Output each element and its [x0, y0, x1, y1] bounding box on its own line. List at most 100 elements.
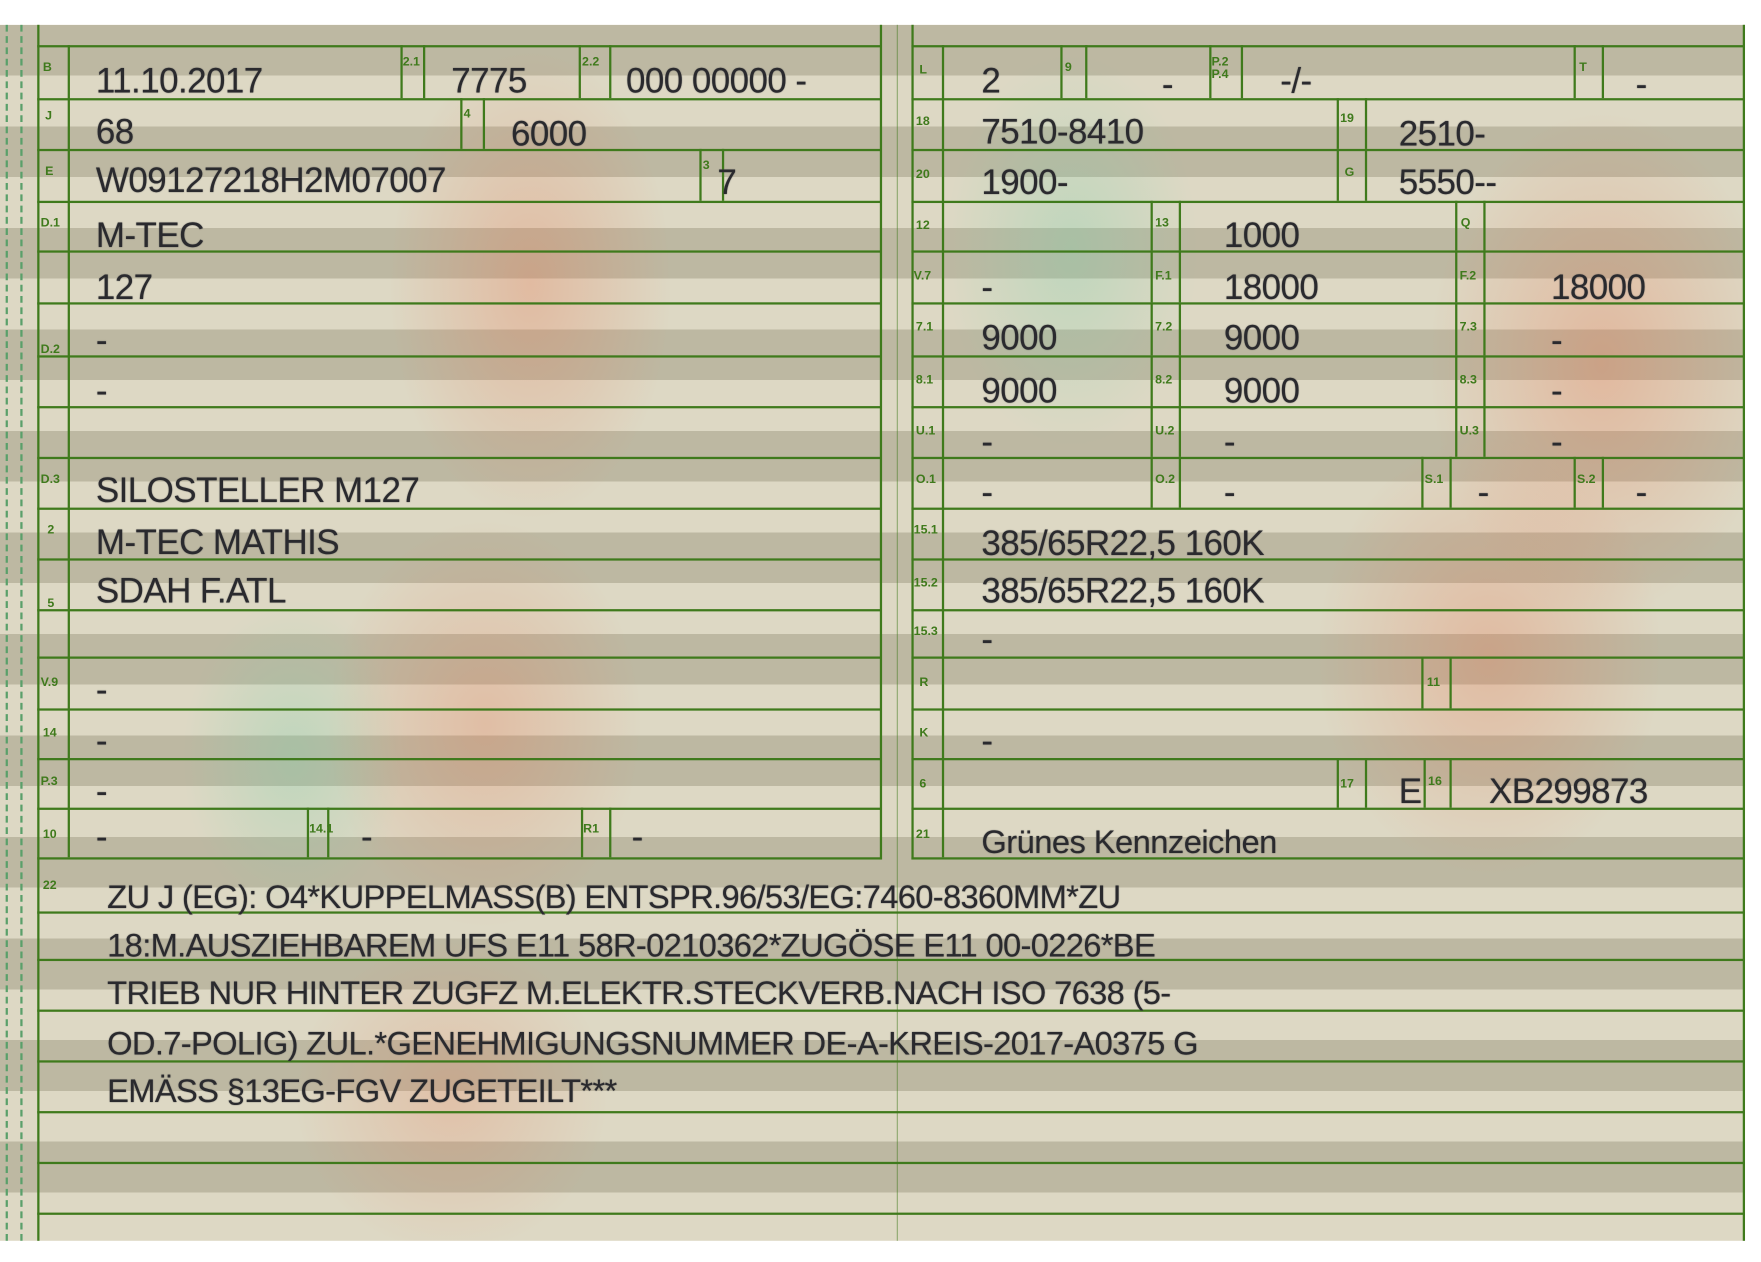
- grid-line: [911, 708, 1744, 711]
- field-value: 1000: [1223, 215, 1300, 255]
- field-value: 385/65R22,5 160K: [981, 523, 1264, 563]
- field-code-label: D.3: [40, 472, 60, 487]
- field-value: -: [981, 421, 993, 462]
- field-box-divider: [423, 45, 426, 99]
- grid-line: [37, 302, 881, 305]
- field-box-divider: [1364, 758, 1368, 808]
- field-box-divider: [1455, 355, 1458, 407]
- field-code-label: 8.3: [1459, 373, 1477, 387]
- field-value: -: [1223, 472, 1236, 513]
- field-code-label: Q: [1460, 216, 1471, 231]
- grid-line: [911, 857, 1744, 860]
- field-box-divider: [1240, 45, 1244, 99]
- field-value: -: [981, 267, 993, 307]
- grid-line: [37, 911, 1744, 914]
- field-code-label: T: [1579, 60, 1587, 75]
- grid-line: [1742, 24, 1746, 1241]
- grid-line: [37, 456, 881, 460]
- field-code-label: 3: [702, 159, 710, 173]
- field-code-label: F.2: [1459, 269, 1477, 284]
- field-code-label: P.3: [40, 774, 58, 789]
- field-value: -: [631, 816, 644, 857]
- grid-line: [37, 558, 881, 561]
- field-box-divider: [580, 807, 584, 858]
- field-code-label: S.1: [1424, 472, 1444, 487]
- field-code-label: D.1: [40, 216, 60, 231]
- field-value: 2510-: [1398, 113, 1486, 154]
- field-value: -: [1551, 320, 1563, 360]
- field-code-label: 15.1: [913, 523, 938, 537]
- grid-line: [37, 656, 881, 659]
- field-code-label: 9: [1064, 60, 1072, 75]
- grid-line: [911, 507, 1744, 510]
- field-value: -: [981, 720, 993, 761]
- field-box-divider: [1601, 45, 1605, 99]
- grid-line: [37, 807, 881, 810]
- field-box-divider: [1060, 45, 1063, 99]
- grid-line: [37, 148, 881, 152]
- grid-line: [911, 302, 1744, 305]
- field-box-divider: [1483, 200, 1486, 251]
- field-code-label: 12: [915, 218, 930, 233]
- grid-line: [911, 656, 1744, 659]
- field-value: 9000: [1223, 318, 1300, 358]
- remarks-code-label: 22: [42, 878, 57, 893]
- field-box-divider: [1336, 98, 1339, 149]
- field-value: -: [95, 816, 108, 857]
- field-box-divider: [1336, 758, 1339, 808]
- grid-line: [941, 45, 945, 858]
- grid-line: [911, 355, 1744, 358]
- grid-line: [911, 456, 1744, 460]
- grid-line: [911, 558, 1744, 561]
- grid-line: [911, 98, 1744, 101]
- field-code-label: D.2: [40, 342, 60, 357]
- field-box-divider: [1178, 406, 1182, 457]
- field-value: 9000: [981, 318, 1057, 358]
- field-code-label: 6: [919, 777, 927, 791]
- field-box-divider: [1483, 355, 1486, 407]
- field-code-label: 7.1: [915, 320, 934, 334]
- field-code-label: J: [45, 109, 53, 123]
- field-code-label: 20: [915, 168, 930, 182]
- grid-line: [37, 1009, 1744, 1012]
- field-box-divider: [1178, 200, 1182, 251]
- field-box-divider: [1573, 456, 1576, 508]
- grid-line: [911, 250, 1744, 253]
- remarks-line: 18:M.AUSZIEHBAREM UFS E11 58R-0210362*ZU…: [107, 928, 1156, 965]
- field-value: -: [95, 371, 108, 411]
- grid-line: [37, 1212, 1744, 1215]
- grid-line: [911, 406, 1744, 409]
- grid-line: [911, 807, 1744, 810]
- grid-line: [911, 200, 1744, 204]
- field-code-label: P.2 P.4: [1211, 55, 1229, 82]
- field-code-label: S.2: [1576, 472, 1596, 487]
- grid-line: [37, 24, 40, 1241]
- field-box-divider: [609, 45, 612, 99]
- field-code-label: 2.1: [402, 55, 420, 69]
- field-value: 18000: [1223, 267, 1319, 307]
- grid-line: [37, 98, 881, 101]
- field-box-divider: [1364, 148, 1368, 201]
- field-box-divider: [1449, 758, 1452, 808]
- field-code-label: 2: [47, 523, 55, 537]
- field-box-divider: [482, 98, 486, 149]
- field-code-label: 7.2: [1155, 320, 1173, 334]
- field-box-divider: [1483, 250, 1486, 303]
- field-value: -: [981, 619, 993, 659]
- grid-line: [37, 200, 881, 204]
- field-value: 11.10.2017: [95, 60, 263, 101]
- field-box-divider: [699, 148, 702, 201]
- grid-line: [37, 708, 881, 711]
- grid-line: [911, 148, 1744, 152]
- field-box-divider: [1601, 456, 1605, 508]
- field-value: -: [95, 670, 108, 710]
- field-code-label: K: [919, 726, 929, 740]
- field-box-divider: [1150, 355, 1153, 407]
- field-code-label: 18: [915, 115, 930, 129]
- field-value: Grünes Kennzeichen: [981, 824, 1277, 861]
- remarks-line: TRIEB NUR HINTER ZUGFZ M.ELEKTR.STECKVER…: [107, 975, 1171, 1012]
- field-box-divider: [1455, 250, 1458, 303]
- field-value: -: [95, 771, 108, 812]
- field-code-label: 15.3: [913, 624, 938, 639]
- field-value: W09127218H2M07007: [95, 160, 447, 200]
